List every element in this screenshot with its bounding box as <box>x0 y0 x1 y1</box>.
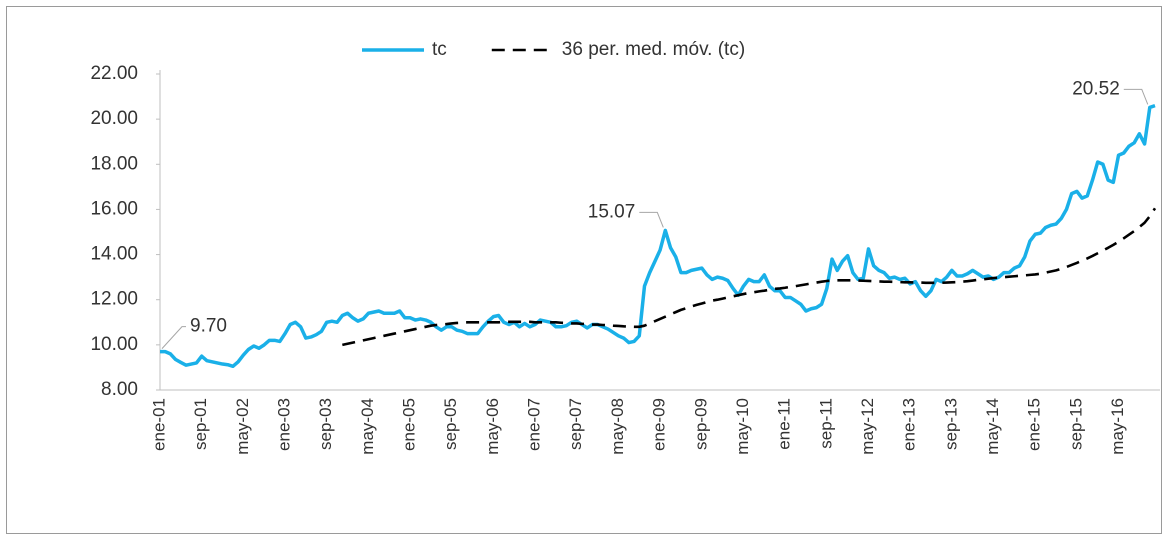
data-label: 15.07 <box>588 201 636 222</box>
y-tick-label: 22.00 <box>90 63 138 84</box>
data-label: 9.70 <box>190 316 227 337</box>
legend-label: 36 per. med. móv. (tc) <box>562 39 745 60</box>
x-tick-label: may-04 <box>358 398 377 455</box>
x-tick-label: ene-03 <box>275 398 294 451</box>
x-tick-label: may-02 <box>233 398 252 455</box>
label-leader <box>1123 88 1149 105</box>
x-tick-label: ene-13 <box>900 398 919 451</box>
label-leader <box>161 326 186 349</box>
x-tick-label: ene-15 <box>1025 398 1044 451</box>
y-tick-label: 18.00 <box>90 153 138 174</box>
label-leader <box>639 211 664 228</box>
y-tick-label: 10.00 <box>90 334 138 355</box>
y-tick-label: 16.00 <box>90 198 138 219</box>
x-tick-label: may-08 <box>608 398 627 455</box>
x-tick-label: may-10 <box>733 398 752 455</box>
x-tick-label: sep-15 <box>1066 398 1085 450</box>
x-tick-label: ene-01 <box>149 398 168 451</box>
x-tick-label: ene-07 <box>525 398 544 451</box>
y-tick-label: 14.00 <box>90 244 138 265</box>
x-tick-label: may-16 <box>1108 398 1127 455</box>
series-line <box>342 207 1157 347</box>
x-tick-label: ene-05 <box>400 398 419 451</box>
x-tick-label: sep-11 <box>816 398 835 449</box>
x-tick-label: sep-01 <box>191 398 210 450</box>
x-tick-label: sep-03 <box>316 398 335 450</box>
data-label: 20.52 <box>1072 78 1120 99</box>
y-tick-label: 12.00 <box>90 289 138 310</box>
x-tick-label: ene-11 <box>775 398 794 450</box>
x-tick-label: sep-07 <box>566 398 585 450</box>
y-tick-label: 8.00 <box>101 379 138 400</box>
x-tick-label: may-06 <box>483 398 502 455</box>
x-tick-label: sep-05 <box>441 398 460 450</box>
x-tick-label: may-14 <box>983 398 1002 455</box>
series-line <box>160 103 1156 369</box>
x-tick-label: ene-09 <box>650 398 669 451</box>
y-tick-label: 20.00 <box>90 108 138 129</box>
x-tick-label: sep-09 <box>691 398 710 450</box>
chart-frame <box>6 6 1162 534</box>
legend-label: tc <box>432 39 447 60</box>
x-tick-label: may-12 <box>858 398 877 455</box>
x-tick-label: sep-13 <box>941 398 960 450</box>
